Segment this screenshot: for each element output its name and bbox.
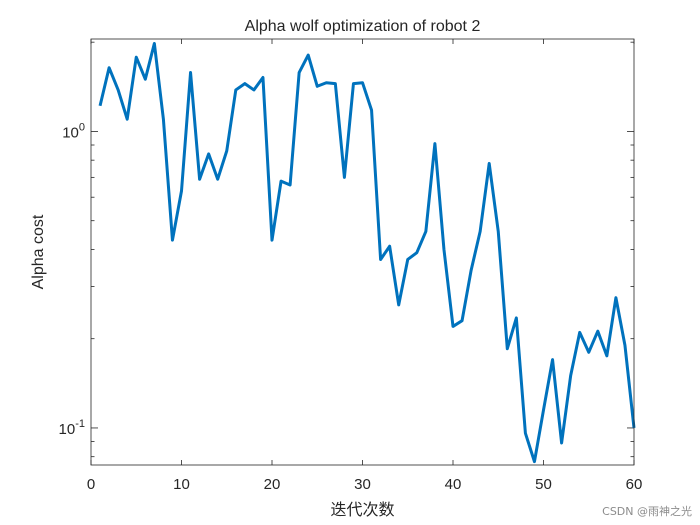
x-axis-label: 迭代次数 bbox=[330, 500, 394, 519]
watermark: CSDN @雨神之光 bbox=[602, 505, 692, 518]
x-tick-label: 20 bbox=[264, 476, 281, 493]
plot-area bbox=[91, 39, 634, 465]
y-tick-label: 100 bbox=[62, 121, 85, 141]
x-tick-label: 60 bbox=[626, 476, 643, 493]
x-tick-label: 40 bbox=[445, 476, 462, 493]
axes-box bbox=[90, 38, 635, 466]
series-layer bbox=[98, 41, 636, 464]
x-tick-label: 50 bbox=[535, 476, 552, 493]
series-line bbox=[98, 41, 636, 464]
x-tick-label: 30 bbox=[354, 476, 371, 493]
x-tick-label: 10 bbox=[173, 476, 190, 493]
x-tick-label: 0 bbox=[87, 476, 95, 493]
y-axis-label: Alpha cost bbox=[30, 214, 47, 289]
tick-labels: 0 10 20 30 40 50 60 100 10-1 bbox=[59, 121, 643, 493]
y-tick-label: 10-1 bbox=[59, 418, 85, 438]
axis-ticks bbox=[90, 39, 635, 465]
chart-title: Alpha wolf optimization of robot 2 bbox=[245, 18, 481, 35]
